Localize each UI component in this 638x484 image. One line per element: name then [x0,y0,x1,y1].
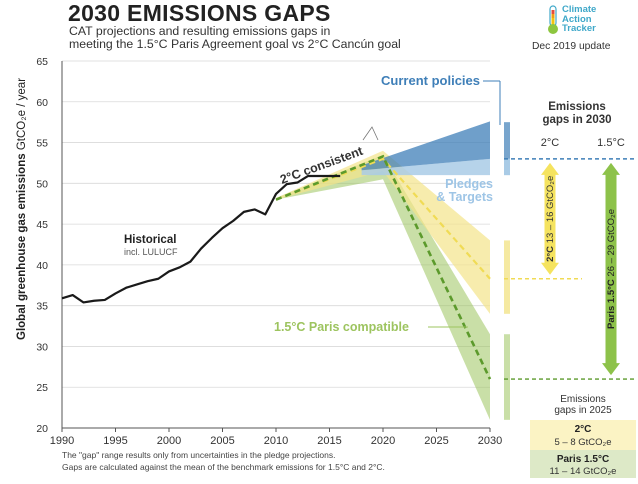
y-axis-unit: GtCO₂e / year [16,77,28,151]
two-degree-mean-line [275,157,491,280]
paris-mean-line [275,154,492,380]
y-axis-label-text: Global greenhouse gas emissions [16,153,28,340]
current-policies-band [361,121,490,171]
subtitle-line-2: meeting the 1.5°C Paris Agreement goal v… [69,37,401,51]
pledges-2030-bar [504,158,510,176]
two-degree-gap-name: 2°C [545,243,556,262]
gaps-2025-paris-range: 11 – 14 GtCO₂e [550,466,617,477]
gaps-2025-title-1: Emissions [560,394,606,405]
x-tick-label-2015: 2015 [317,435,341,447]
paris-gap-label: Paris 1.5°C 26 – 29 GtCO₂e [606,209,617,329]
y-tick-label-65: 65 [36,56,48,68]
two-degree-2030-bar [504,240,510,314]
two-degree-gap-label: 2°C 13 – 16 GtCO₂e [545,176,556,262]
footnote: The "gap" range results only from uncert… [62,450,482,473]
gaps-2030-paris-header: 1.5°C [597,137,625,149]
y-tick-label-50: 50 [36,178,48,190]
current-policies-2030-bar [504,122,510,159]
gaps-2025-title-2: gaps in 2025 [554,405,612,416]
gaps-2025-2deg-box [530,420,636,450]
climate-action-tracker-logo: Climate Action Tracker [544,4,634,38]
two-degree-gap-text: 2°C 13 – 16 GtCO₂e [545,176,556,262]
x-tick-label-2020: 2020 [371,435,395,447]
paris-gap-range: 26 – 29 GtCO₂e [606,209,617,277]
y-tick-label-60: 60 [36,97,48,109]
footnote-line-1: The "gap" range results only from uncert… [62,450,336,460]
y-axis-label: Global greenhouse gas emissions GtCO₂e /… [16,78,28,340]
y-tick-label-55: 55 [36,138,48,150]
historical-label: Historical [124,234,176,246]
paris-gap-text: Paris 1.5°C 26 – 29 GtCO₂e [606,209,617,329]
current-policies-label: Current policies [381,73,480,88]
paris-gap-arrow [602,162,620,376]
logo-word-2: Action [562,13,592,25]
y-tick-label-20: 20 [36,423,48,435]
x-tick-label-2030: 2030 [478,435,502,447]
two-degree-leader [362,126,379,141]
chart-title: 2030 EMISSIONS GAPS [68,0,331,26]
y-tick-label-45: 45 [36,219,48,231]
gaps-2030-2deg-header: 2°C [541,137,560,149]
chart-subtitle: CAT projections and resulting emissions … [69,25,469,51]
x-tick-label-2005: 2005 [210,435,234,447]
gaps-2025-paris-box [530,450,636,478]
y-tick-label-40: 40 [36,260,48,272]
gaps-2025-paris-label: Paris 1.5°C [557,454,609,465]
logo-word-3: Tracker [562,23,596,35]
paris-gap-name: Paris 1.5°C [606,277,617,329]
y-tick-label-35: 35 [36,301,48,313]
logo-word-1: Climate [562,4,597,15]
gaps-2025-2deg-range: 5 – 8 GtCO₂e [554,437,611,448]
two-degree-gap-arrow [541,162,559,275]
y-tick-label-30: 30 [36,341,48,353]
thermometer-icon [548,5,558,34]
gaps-2030-title-1: Emissions [548,101,606,113]
pledges-label-1: Pledges [445,177,493,191]
y-tick-label-25: 25 [36,382,48,394]
x-tick-label-2025: 2025 [424,435,448,447]
update-date: Dec 2019 update [532,41,611,52]
x-tick-label-1990: 1990 [50,435,74,447]
historical-sublabel: incl. LULUCF [124,247,178,257]
historical-line [61,174,341,304]
x-tick-label-2000: 2000 [157,435,181,447]
pledges-label-2: & Targets [436,190,493,204]
subtitle-line-1: CAT projections and resulting emissions … [69,24,331,38]
paris-2030-bar [504,334,510,420]
footnote-line-2: Gaps are calculated against the mean of … [62,461,385,472]
gaps-2025-2deg-label: 2°C [575,424,592,435]
gaps-2030-title-2: gaps in 2030 [542,114,611,126]
x-tick-label-2010: 2010 [264,435,288,447]
paris-label: 1.5°C Paris compatible [274,320,409,334]
x-tick-label-1995: 1995 [103,435,127,447]
two-degree-gap-range: 13 – 16 GtCO₂e [545,176,556,244]
